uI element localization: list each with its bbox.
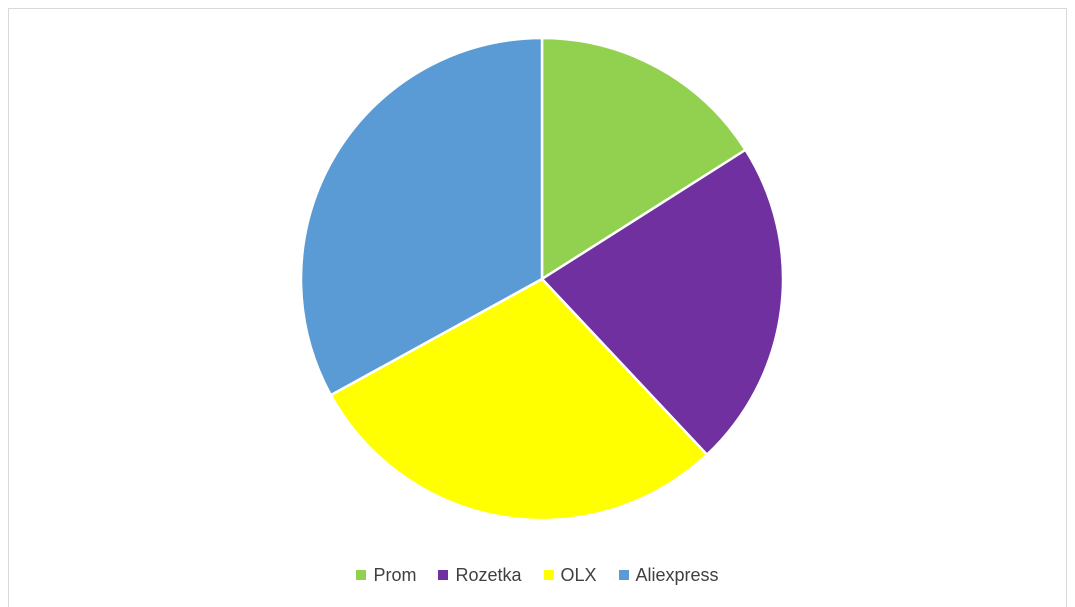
legend-item-olx: OLX [543,564,597,586]
legend-item-prom: Prom [356,565,416,586]
legend-item-rozetka: Rozetka [438,564,522,586]
legend-label-olx: OLX [560,564,597,585]
legend-swatch-olx [543,570,554,580]
legend-item-aliexpress: Aliexpress [618,564,719,586]
legend-swatch-prom [356,570,367,580]
pie-slice-olx [329,277,709,522]
legend-swatch-aliexpress [618,570,629,580]
pie-slice-aliexpress [299,36,544,397]
legend: Prom Rozetka OLX Aliexpress [0,562,1075,588]
legend-label-prom: Prom [373,564,417,585]
pie-slice-prom [540,36,747,281]
legend-swatch-rozetka [438,570,449,580]
legend-label-aliexpress: Aliexpress [635,564,719,585]
pie-slice-rozetka [540,148,785,456]
pie-slices [299,36,785,522]
legend-label-rozetka: Rozetka [455,564,522,585]
